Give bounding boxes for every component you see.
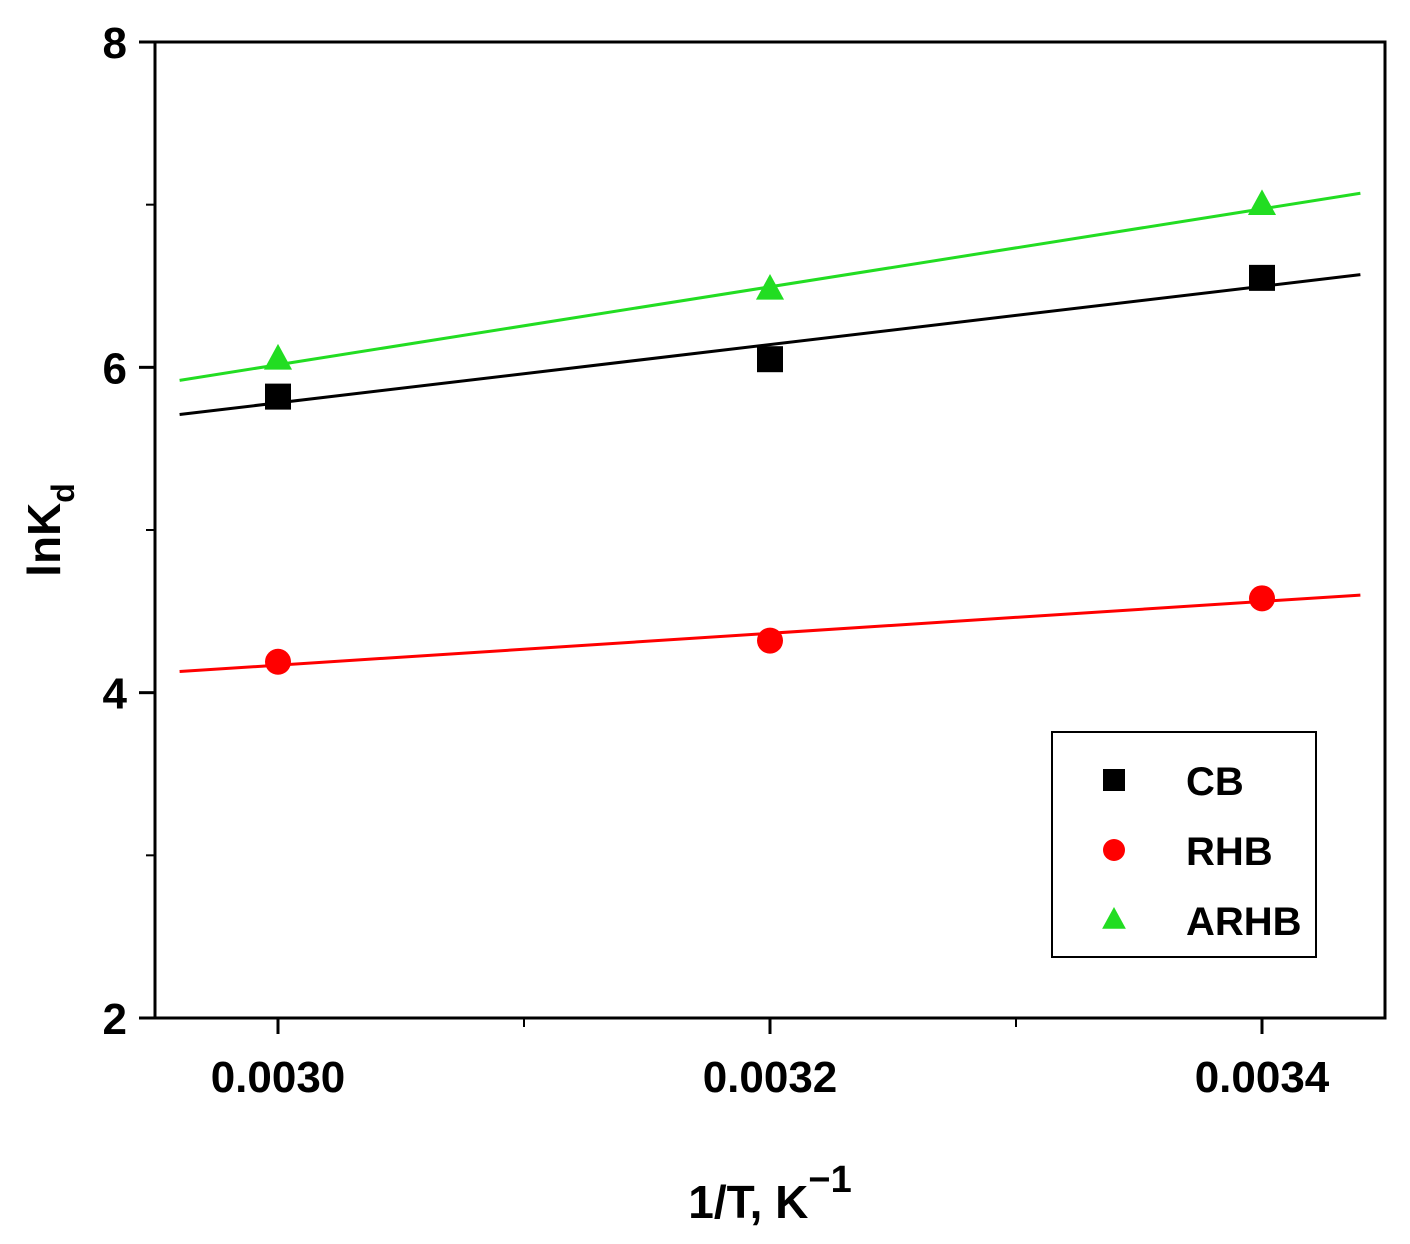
legend-label-rhb: RHB: [1186, 830, 1273, 874]
data-point-cb: [757, 346, 783, 373]
x-axis-title-base: 1/T, K: [688, 1176, 808, 1228]
fit-lines: [179, 191, 1361, 674]
data-point-rhb: [265, 648, 291, 675]
data-point-cb: [265, 383, 291, 410]
x-axis-title-superscript: −1: [808, 1159, 851, 1201]
legend-label-cb: CB: [1186, 760, 1244, 804]
data-point-cb: [1249, 264, 1275, 291]
data-point-arhb: [755, 273, 785, 300]
x-tick-label: 0.0034: [1195, 1053, 1330, 1102]
x-tick-label: 0.0032: [703, 1053, 838, 1102]
legend-marker-cb: [1103, 769, 1125, 791]
data-markers: [263, 189, 1277, 675]
y-axis-title-base: lnK: [18, 503, 70, 577]
data-point-rhb: [757, 627, 783, 654]
y-tick-label: 6: [103, 344, 127, 393]
data-point-rhb: [1249, 585, 1275, 612]
x-axis-title: 1/T, K−1: [688, 1159, 851, 1228]
legend-marker-arhb: [1102, 907, 1126, 929]
fit-line-cb: [179, 273, 1361, 416]
legend-marker-rhb: [1103, 839, 1125, 861]
data-point-arhb: [1247, 189, 1277, 216]
data-point-arhb: [263, 343, 293, 370]
y-tick-label: 8: [103, 19, 127, 68]
y-tick-label: 2: [103, 995, 127, 1044]
legend-box: [1051, 731, 1317, 958]
x-tick-label: 0.0030: [211, 1053, 346, 1102]
y-axis-title-subscript: d: [45, 483, 81, 503]
legend-entries: CB RHB ARHB: [1102, 760, 1302, 944]
axes-layer: 0.0030 0.0032 0.0034 2 4 6 8: [103, 19, 1330, 1102]
legend: CB RHB ARHB: [1051, 731, 1317, 958]
y-tick-label: 4: [103, 670, 128, 719]
legend-label-arhb: ARHB: [1186, 900, 1302, 944]
y-axis-title: lnKd: [18, 483, 81, 577]
